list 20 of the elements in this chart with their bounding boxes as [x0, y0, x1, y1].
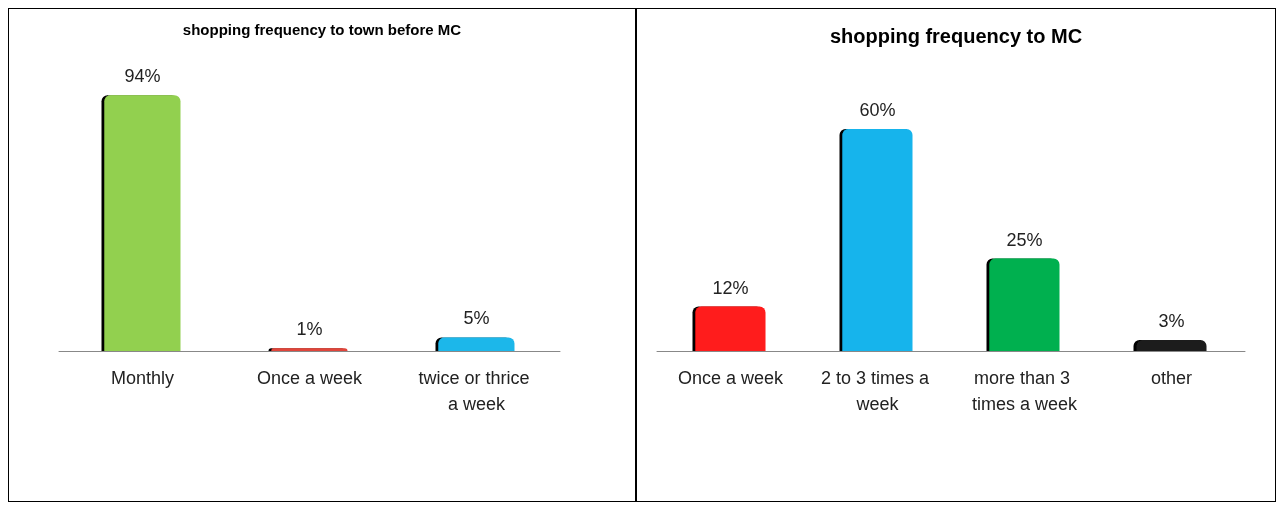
bar [842, 129, 913, 351]
data-label: 12% [712, 277, 749, 298]
x-tick-label: Monthly [110, 368, 175, 388]
data-label: 3% [1158, 310, 1185, 331]
data-label: 5% [463, 308, 490, 329]
data-label: 94% [124, 66, 161, 87]
x-tick-label: other [1150, 368, 1193, 388]
chart-title: shopping frequency to MC [829, 25, 1083, 47]
x-tick-label: more than 3 times a week [971, 368, 1079, 414]
x-tick-label: twice or thrice a week [418, 368, 535, 414]
bar [989, 258, 1060, 351]
x-tick-label: Once a week [256, 368, 364, 388]
data-label: 1% [296, 319, 323, 340]
x-tick-label: Once a week [677, 368, 785, 388]
data-label: 60% [859, 100, 896, 120]
bar [695, 306, 766, 351]
data-label: 25% [1006, 229, 1043, 250]
x-tick-label: 2 to 3 times a week [820, 368, 935, 414]
bar [1136, 339, 1207, 351]
chart-title: shopping frequency to town before MC [182, 21, 462, 38]
